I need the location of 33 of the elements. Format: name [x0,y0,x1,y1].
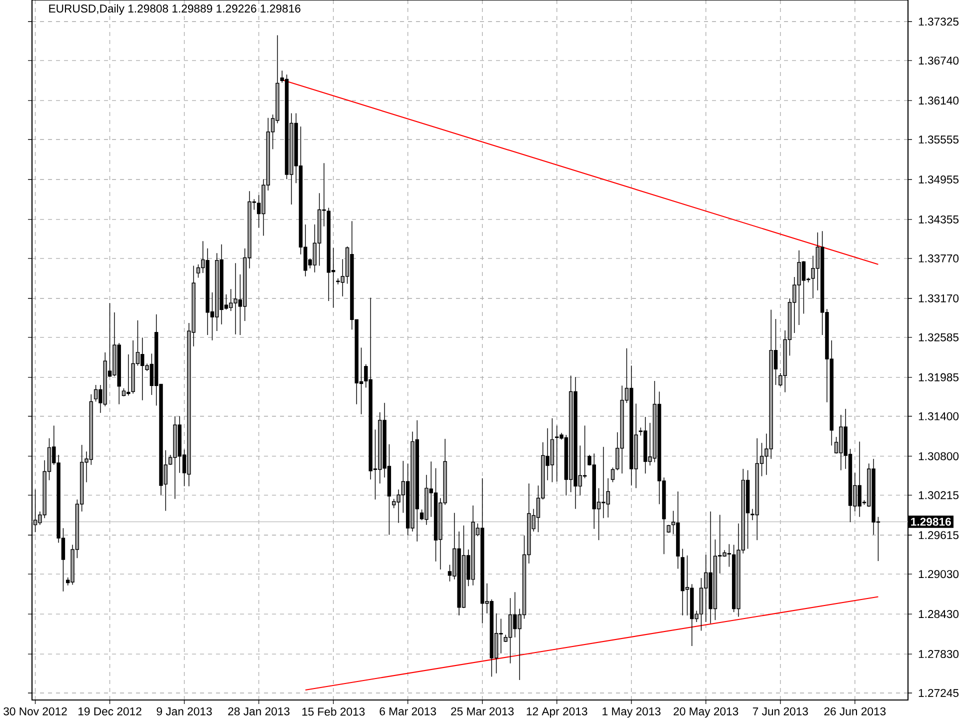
y-tick-label: 1.36140 [918,96,959,105]
x-tick-label: 30 Nov 2012 [4,707,67,716]
y-tick-label: 1.36740 [918,56,959,65]
y-tick-label: 1.30800 [918,452,959,460]
y-tick-label: 1.30215 [918,491,959,500]
y-tick-label: 1.37325 [918,18,959,26]
x-tick-label: 12 Apr 2013 [526,707,588,718]
y-tick-label: 1.34955 [918,175,959,184]
y-tick-label: 1.27245 [918,688,959,697]
y-tick-label: 1.31985 [918,373,959,382]
ref-line-label: 1.29816 [911,518,951,526]
y-tick-label: 1.29030 [918,570,959,578]
x-tick-label: 19 Dec 2012 [78,707,142,716]
y-tick-label: 1.32585 [918,333,959,342]
y-tick-label: 1.33770 [918,254,959,262]
x-tick-label: 25 Mar 2013 [451,707,514,716]
y-tick-label: 1.27830 [918,650,959,658]
y-tick-label: 1.31400 [918,412,959,420]
y-tick-label: 1.29615 [918,531,959,540]
x-tick-label: 1 May 2013 [602,707,660,718]
x-tick-label: 15 Feb 2013 [302,707,365,716]
chart-title: EURUSD,Daily 1.29808 1.29889 1.29226 1.29816 [49,4,300,15]
x-tick-label: 26 Jun 2013 [824,707,886,716]
y-tick-label: 1.34355 [918,215,959,224]
y-tick-label: 1.33170 [918,294,959,302]
x-tick-label: 9 Jan 2013 [156,707,212,716]
y-tick-label: 1.35555 [918,136,959,144]
x-tick-label: 20 May 2013 [674,707,738,718]
candlestick [610,467,615,483]
x-tick-label: 7 Jun 2013 [752,707,808,716]
x-tick-label: 6 Mar 2013 [380,707,436,716]
x-tick-label: 28 Jan 2013 [228,707,290,716]
y-tick-label: 1.28430 [918,610,959,618]
